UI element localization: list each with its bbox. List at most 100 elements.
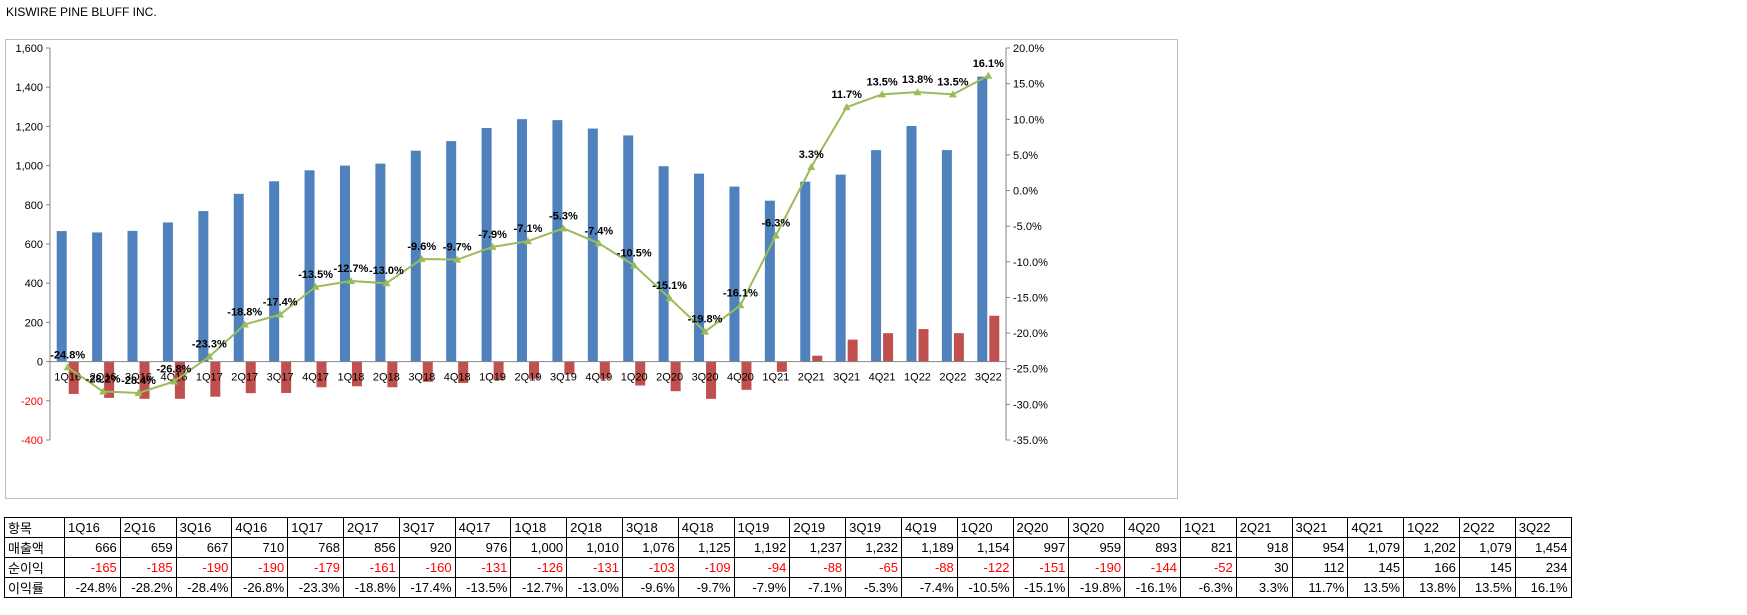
- category-label: 1Q19: [479, 372, 506, 384]
- category-label: 2Q22: [939, 372, 966, 384]
- revenue-bar: [198, 211, 209, 362]
- margin-marker: [276, 310, 285, 318]
- table-cell: -190: [175, 557, 233, 578]
- category-label: 1Q17: [196, 372, 223, 384]
- table-cell: -28.4%: [175, 577, 233, 598]
- margin-data-label: 13.5%: [937, 76, 968, 88]
- margin-data-label: -19.8%: [688, 314, 723, 326]
- table-header-label: 항목: [4, 517, 65, 538]
- table-cell: -88: [900, 557, 958, 578]
- table-cell: 659: [119, 537, 177, 558]
- revenue-bar: [162, 222, 173, 362]
- margin-data-label: -15.1%: [652, 280, 687, 292]
- category-label: 4Q17: [302, 372, 329, 384]
- net-income-bar: [458, 361, 469, 383]
- category-label: 3Q18: [408, 372, 435, 384]
- right-tick-label: -10.0%: [1013, 257, 1048, 269]
- left-tick-label: 1,400: [15, 82, 43, 94]
- net-income-bar: [493, 361, 504, 381]
- revenue-bar: [835, 174, 846, 362]
- table-cell: -17.4%: [398, 577, 456, 598]
- net-income-bar: [741, 361, 752, 390]
- net-income-bar: [210, 361, 221, 397]
- table-cell: 234: [1514, 557, 1572, 578]
- category-label: 4Q20: [727, 372, 754, 384]
- revenue-bar: [375, 163, 386, 362]
- table-cell: 1,154: [956, 537, 1014, 558]
- left-tick-label: 1,200: [15, 121, 43, 133]
- table-header-cell: 2Q17: [342, 517, 400, 538]
- table-row-label: 매출액: [4, 537, 65, 558]
- margin-marker: [417, 254, 426, 262]
- table-cell: -10.5%: [956, 577, 1014, 598]
- margin-marker: [559, 224, 568, 232]
- margin-marker: [134, 388, 143, 396]
- table-cell: 959: [1068, 537, 1126, 558]
- left-tick-label: 200: [25, 317, 43, 329]
- margin-marker: [984, 71, 993, 79]
- net-income-bar: [989, 315, 1000, 362]
- revenue-bar: [906, 126, 917, 362]
- right-tick-label: -20.0%: [1013, 328, 1048, 340]
- margin-marker: [311, 282, 320, 290]
- table-cell: -5.3%: [845, 577, 902, 598]
- table-header-row: 항목 1Q16 2Q16 3Q16 4Q16 1Q17 2Q17 3Q17 4Q17 1Q18 2Q…: [4, 517, 1572, 538]
- table-cell: -131: [454, 557, 512, 578]
- table-cell: 1,079: [1347, 537, 1405, 558]
- table-cell: 666: [64, 537, 121, 558]
- table-header-cell: 2Q16: [119, 517, 177, 538]
- table-cell: -13.5%: [454, 577, 512, 598]
- left-tick-label: 1,600: [15, 43, 43, 55]
- left-tick-label: 1,000: [15, 161, 43, 173]
- margin-data-label: -18.8%: [227, 307, 262, 319]
- revenue-bar: [764, 200, 775, 362]
- table-cell: 954: [1291, 537, 1349, 558]
- table-header-cell: 4Q17: [454, 517, 512, 538]
- table-cell: -144: [1124, 557, 1181, 578]
- revenue-bar: [233, 193, 244, 362]
- revenue-bar: [729, 186, 740, 362]
- table-cell: 166: [1403, 557, 1460, 578]
- table-cell: -23.3%: [287, 577, 344, 598]
- margin-data-label: -10.5%: [617, 247, 652, 259]
- net-income-bar: [812, 355, 823, 362]
- table-header-cell: 2Q18: [566, 517, 623, 538]
- table-row: 이익률 -24.8% -28.2% -28.4% -26.8% -23.3% -18.8% -…: [4, 577, 1572, 598]
- margin-marker: [99, 387, 108, 395]
- table-cell: 1,010: [566, 537, 623, 558]
- table-header-cell: 3Q19: [845, 517, 902, 538]
- table-row-label: 순이익: [4, 557, 65, 578]
- right-tick-label: 15.0%: [1013, 79, 1044, 91]
- margin-marker: [240, 320, 249, 328]
- category-label: 2Q17: [231, 372, 258, 384]
- margin-marker: [488, 242, 497, 250]
- table-cell: -15.1%: [1012, 577, 1070, 598]
- right-tick-label: -30.0%: [1013, 399, 1048, 411]
- table-cell: 997: [1012, 537, 1070, 558]
- left-tick-label: -400: [21, 435, 43, 447]
- table-cell: -185: [119, 557, 177, 578]
- category-label: 1Q21: [762, 372, 789, 384]
- table-header-cell: 4Q20: [1124, 517, 1181, 538]
- table-cell: 821: [1179, 537, 1237, 558]
- table-header-cell: 1Q18: [510, 517, 568, 538]
- revenue-bar: [517, 119, 527, 362]
- revenue-bar: [587, 128, 598, 362]
- table-cell: 13.8%: [1403, 577, 1460, 598]
- net-income-bar: [883, 333, 894, 362]
- table-cell: -131: [566, 557, 623, 578]
- table-cell: -7.4%: [900, 577, 958, 598]
- table-cell: 3.3%: [1235, 577, 1293, 598]
- margin-data-label: -5.3%: [549, 210, 578, 222]
- left-tick-label: 0: [37, 357, 43, 369]
- table-cell: 1,079: [1458, 537, 1516, 558]
- table-cell: -16.1%: [1124, 577, 1181, 598]
- revenue-bar: [871, 150, 882, 362]
- category-label: 2Q18: [373, 372, 400, 384]
- table-cell: 856: [342, 537, 400, 558]
- category-label: 1Q22: [904, 372, 931, 384]
- margin-marker: [842, 103, 851, 111]
- table-cell: -6.3%: [1179, 577, 1237, 598]
- margin-data-label: -7.9%: [478, 229, 507, 241]
- table-cell: -151: [1012, 557, 1070, 578]
